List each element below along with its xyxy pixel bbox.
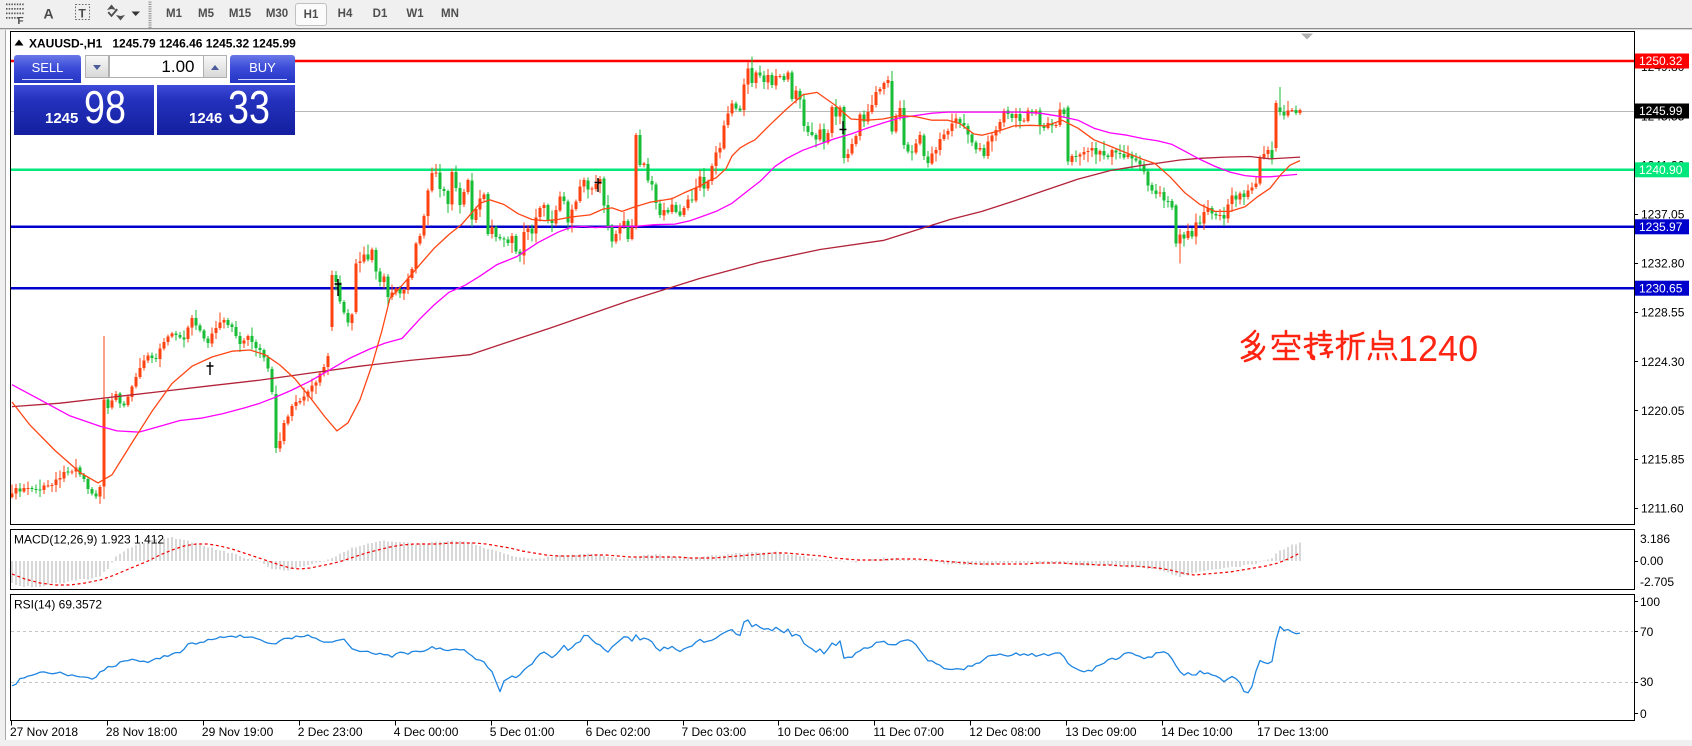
svg-text:7 Dec 03:00: 7 Dec 03:00 (682, 725, 747, 739)
svg-text:1220.05: 1220.05 (1641, 404, 1685, 418)
svg-text:1240.90: 1240.90 (1639, 163, 1683, 177)
svg-text:28 Nov 18:00: 28 Nov 18:00 (106, 725, 178, 739)
svg-text:1235.97: 1235.97 (1639, 220, 1683, 234)
svg-text:10 Dec 06:00: 10 Dec 06:00 (777, 725, 849, 739)
svg-text:MACD(12,26,9) 1.923 1.412: MACD(12,26,9) 1.923 1.412 (14, 533, 164, 547)
svg-text:-2.705: -2.705 (1640, 575, 1674, 589)
svg-text:13 Dec 09:00: 13 Dec 09:00 (1065, 725, 1137, 739)
svg-text:1240: 1240 (1398, 328, 1478, 369)
svg-text:XAUUSD-,H1 1245.79 1246.46 1: XAUUSD-,H1 1245.79 1246.46 1245.32 1245.… (29, 37, 296, 51)
svg-text:2 Dec 23:00: 2 Dec 23:00 (298, 725, 363, 739)
svg-text:100: 100 (1640, 595, 1660, 609)
svg-text:1230.65: 1230.65 (1639, 281, 1683, 295)
svg-text:0: 0 (1640, 707, 1647, 721)
svg-text:14 Dec 10:00: 14 Dec 10:00 (1161, 725, 1233, 739)
svg-text:1232.80: 1232.80 (1641, 257, 1685, 271)
svg-text:12 Dec 08:00: 12 Dec 08:00 (969, 725, 1041, 739)
svg-text:3.186: 3.186 (1640, 532, 1670, 546)
svg-text:T: T (79, 7, 87, 21)
svg-text:17 Dec 13:00: 17 Dec 13:00 (1257, 725, 1329, 739)
svg-text:1228.55: 1228.55 (1641, 306, 1685, 320)
svg-text:1250.32: 1250.32 (1639, 54, 1683, 68)
svg-text:A: A (44, 6, 54, 22)
svg-text:F: F (18, 16, 24, 27)
svg-text:1215.85: 1215.85 (1641, 452, 1685, 466)
svg-text:30: 30 (1640, 675, 1654, 689)
svg-text:6 Dec 02:00: 6 Dec 02:00 (586, 725, 651, 739)
svg-text:5 Dec 01:00: 5 Dec 01:00 (490, 725, 555, 739)
svg-text:70: 70 (1640, 625, 1654, 639)
svg-text:1245.99: 1245.99 (1639, 104, 1683, 118)
svg-text:11 Dec 07:00: 11 Dec 07:00 (873, 725, 944, 739)
svg-text:4 Dec 00:00: 4 Dec 00:00 (394, 725, 459, 739)
svg-text:1211.60: 1211.60 (1641, 502, 1684, 516)
svg-text:29 Nov 19:00: 29 Nov 19:00 (202, 725, 274, 739)
svg-text:27 Nov 2018: 27 Nov 2018 (10, 725, 78, 739)
svg-text:1224.30: 1224.30 (1641, 355, 1685, 369)
svg-text:0.00: 0.00 (1640, 554, 1664, 568)
svg-text:1237.05: 1237.05 (1641, 208, 1685, 222)
svg-text:RSI(14) 69.3572: RSI(14) 69.3572 (14, 598, 102, 612)
